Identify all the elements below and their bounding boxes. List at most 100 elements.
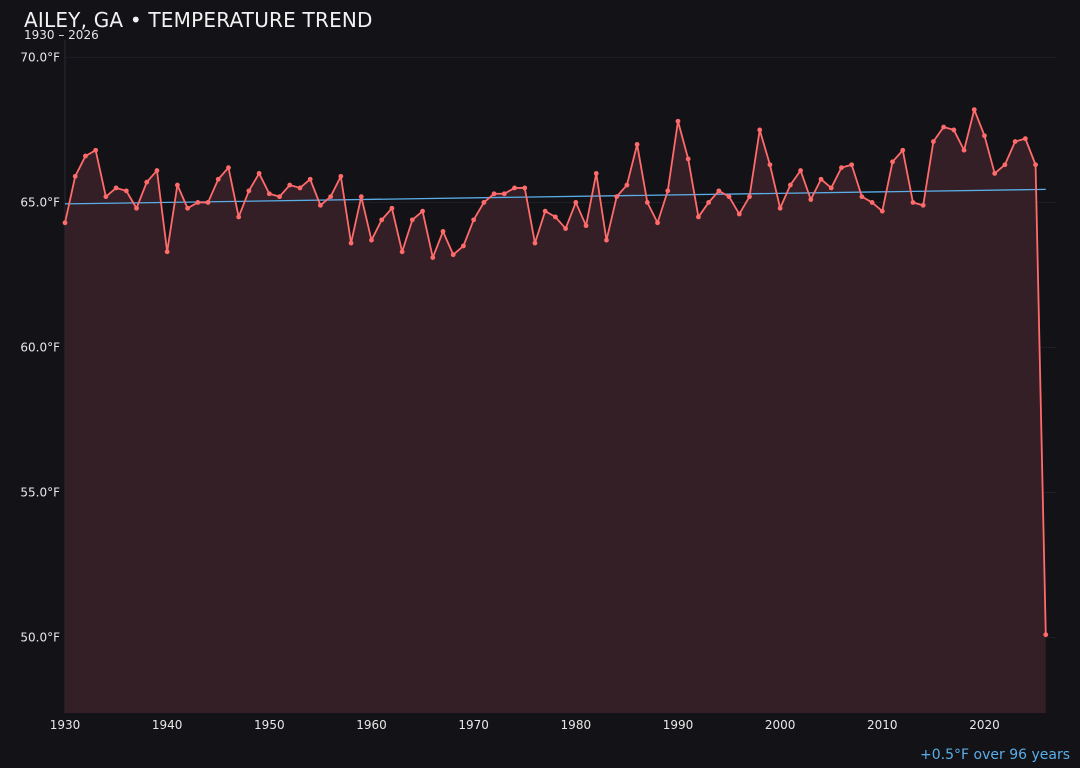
temperature-area: [65, 109, 1046, 714]
data-point: [716, 188, 722, 194]
data-point: [941, 124, 947, 130]
data-point: [1043, 632, 1049, 638]
data-point: [256, 171, 262, 176]
data-point: [430, 255, 436, 260]
data-point: [951, 127, 957, 133]
data-point: [992, 171, 998, 176]
tick-labels: 50.0°F 55.0°F 60.0°F 65.0°F 70.0°F 1930 1940 19…: [20, 50, 999, 732]
data-points: [62, 107, 1049, 638]
data-point: [614, 194, 620, 200]
x-tick-label: 2010: [867, 718, 898, 732]
data-point: [512, 185, 517, 191]
x-tick-label: 1990: [663, 718, 694, 732]
data-point: [348, 240, 354, 246]
data-point: [869, 200, 875, 205]
data-point: [1033, 162, 1038, 168]
data-point: [409, 217, 415, 223]
data-point: [828, 185, 834, 191]
data-point: [644, 200, 650, 205]
data-point: [624, 182, 630, 188]
data-point: [491, 191, 497, 197]
chart-subtitle: 1930 – 2026: [24, 28, 99, 42]
data-point: [910, 200, 916, 205]
data-point: [215, 176, 221, 182]
data-point: [839, 165, 844, 171]
data-point: [808, 197, 814, 202]
data-point: [164, 249, 170, 255]
data-point: [450, 252, 456, 258]
data-point: [481, 200, 487, 205]
trend-line: [64, 188, 1046, 205]
data-point: [542, 208, 548, 214]
data-point: [72, 173, 78, 179]
data-point: [113, 185, 119, 191]
y-tick-label: 70.0°F: [20, 50, 60, 64]
data-point: [931, 139, 936, 144]
data-point: [522, 185, 528, 191]
data-point: [757, 127, 763, 133]
data-point: [1002, 162, 1008, 168]
data-point: [123, 188, 129, 194]
data-point: [1012, 139, 1018, 144]
chart-title: AILEY, GA • TEMPERATURE TREND: [24, 8, 373, 32]
y-tick-label: 55.0°F: [20, 486, 60, 500]
data-point: [236, 214, 242, 220]
data-point: [849, 162, 855, 168]
data-point: [818, 176, 824, 182]
data-point: [297, 185, 303, 191]
data-point: [307, 176, 313, 182]
data-point: [971, 107, 977, 113]
data-point: [461, 243, 466, 249]
y-tick-label: 60.0°F: [20, 340, 60, 354]
data-point: [961, 147, 967, 153]
data-point: [83, 153, 88, 159]
x-tick-label: 1940: [152, 718, 183, 732]
data-point: [62, 220, 68, 226]
data-point: [93, 147, 99, 153]
data-point: [338, 173, 344, 179]
data-point: [552, 214, 558, 220]
data-point: [583, 223, 589, 229]
data-point: [266, 191, 272, 197]
data-point: [532, 240, 538, 246]
x-tick-label: 1930: [50, 718, 81, 732]
data-point: [890, 159, 895, 165]
data-point: [1022, 136, 1028, 142]
data-point: [277, 194, 282, 200]
data-point: [358, 194, 364, 200]
trend-line-layer: [64, 188, 1046, 205]
x-tick-label: 1970: [458, 718, 489, 732]
data-point: [154, 168, 160, 173]
data-point: [685, 156, 691, 162]
data-point: [593, 171, 599, 176]
data-point: [318, 202, 323, 208]
y-tick-label: 65.0°F: [20, 195, 60, 209]
data-point: [287, 182, 293, 188]
data-point: [205, 200, 211, 205]
x-tick-label: 2000: [765, 718, 796, 732]
data-point: [134, 205, 139, 211]
data-point: [767, 162, 773, 168]
data-point: [185, 205, 190, 211]
data-point: [726, 194, 732, 200]
data-point: [379, 217, 385, 223]
data-point: [859, 194, 865, 200]
data-point: [604, 237, 609, 243]
data-point: [471, 217, 477, 223]
data-point: [777, 205, 783, 211]
data-point: [144, 179, 150, 185]
data-point: [787, 182, 793, 188]
data-point: [389, 205, 395, 211]
data-point: [696, 214, 701, 220]
x-tick-label: 2020: [969, 718, 1000, 732]
data-point: [440, 229, 446, 234]
data-point: [982, 133, 987, 139]
data-point: [573, 200, 579, 205]
data-point: [879, 208, 885, 214]
data-point: [665, 188, 671, 194]
data-point: [501, 191, 507, 197]
data-point: [675, 118, 681, 124]
area-fill-layer: [65, 109, 1046, 714]
data-point: [798, 168, 803, 173]
data-point: [246, 188, 252, 194]
